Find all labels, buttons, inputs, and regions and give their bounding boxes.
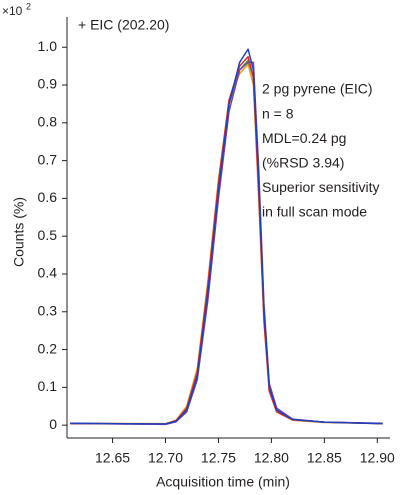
y-tick-label: 0.4 <box>38 265 58 281</box>
y-tick-label: 0.6 <box>38 189 58 205</box>
y-multiplier: ×10 <box>2 4 23 18</box>
y-tick-label: 0.5 <box>38 227 58 243</box>
x-tick-label: 12.85 <box>307 450 342 466</box>
y-tick-label: 0.8 <box>38 114 58 130</box>
chart-title: + EIC (202.20) <box>78 17 169 33</box>
y-tick-label: 0.3 <box>38 302 58 318</box>
annotation: n = 8 <box>262 105 294 121</box>
y-tick-label: 0.1 <box>38 378 58 394</box>
annotation: Superior sensitivity <box>262 179 380 195</box>
data-line <box>70 48 383 425</box>
annotation: MDL=0.24 pg <box>262 130 346 146</box>
y-tick-label: 0.2 <box>38 340 58 356</box>
y-tick-label: 1.0 <box>38 38 58 54</box>
x-tick-label: 12.65 <box>95 450 130 466</box>
x-tick-label: 12.70 <box>148 450 183 466</box>
y-tick-label: 0 <box>49 416 57 432</box>
annotation: 2 pg pyrene (EIC) <box>262 81 373 97</box>
x-tick-label: 12.90 <box>360 450 395 466</box>
y-multiplier-exponent: 2 <box>26 1 31 11</box>
x-tick-label: 12.75 <box>201 450 236 466</box>
annotation: in full scan mode <box>262 204 367 220</box>
data-line <box>70 55 383 425</box>
data-line <box>70 61 383 426</box>
y-axis-label: Counts (%) <box>11 197 27 267</box>
x-tick-label: 12.80 <box>254 450 289 466</box>
y-tick-label: 0.7 <box>38 151 58 167</box>
y-tick-label: 0.9 <box>38 76 58 92</box>
x-axis-label: Acquisition time (min) <box>156 474 290 490</box>
annotation: (%RSD 3.94) <box>262 155 344 171</box>
